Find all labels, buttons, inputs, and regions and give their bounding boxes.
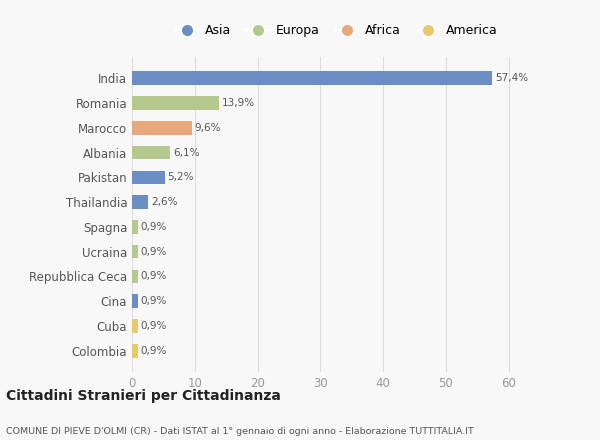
Text: 2,6%: 2,6% [151, 197, 178, 207]
Text: 0,9%: 0,9% [140, 321, 167, 331]
Legend: Asia, Europa, Africa, America: Asia, Europa, Africa, America [170, 19, 502, 42]
Text: COMUNE DI PIEVE D'OLMI (CR) - Dati ISTAT al 1° gennaio di ogni anno - Elaborazio: COMUNE DI PIEVE D'OLMI (CR) - Dati ISTAT… [6, 427, 474, 436]
Bar [132, 245, 137, 258]
Text: 0,9%: 0,9% [140, 346, 167, 356]
Bar [132, 195, 148, 209]
Text: 0,9%: 0,9% [140, 296, 167, 306]
Bar [132, 344, 137, 357]
Bar [132, 294, 137, 308]
Text: 9,6%: 9,6% [195, 123, 221, 133]
Text: 0,9%: 0,9% [140, 247, 167, 257]
Bar [132, 171, 164, 184]
Bar [132, 121, 192, 135]
Bar [132, 319, 137, 333]
Text: 0,9%: 0,9% [140, 222, 167, 232]
Text: Cittadini Stranieri per Cittadinanza: Cittadini Stranieri per Cittadinanza [6, 389, 281, 403]
Text: 57,4%: 57,4% [495, 73, 528, 83]
Text: 6,1%: 6,1% [173, 147, 199, 158]
Bar [132, 270, 137, 283]
Bar [132, 220, 137, 234]
Text: 13,9%: 13,9% [222, 98, 255, 108]
Text: 5,2%: 5,2% [167, 172, 194, 182]
Bar [132, 96, 219, 110]
Bar [132, 71, 492, 85]
Text: 0,9%: 0,9% [140, 271, 167, 282]
Bar [132, 146, 170, 159]
